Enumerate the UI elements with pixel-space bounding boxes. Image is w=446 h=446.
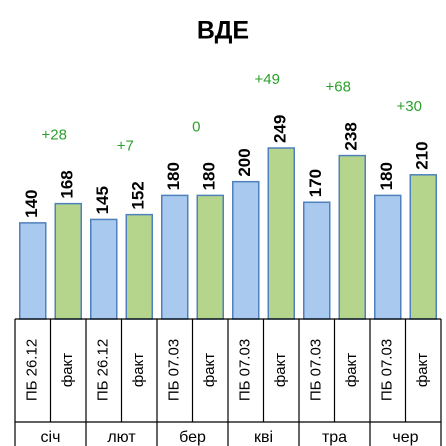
sub-category-label: ПБ 26.12	[95, 339, 112, 401]
difference-label: +68	[326, 79, 351, 96]
difference-label: +28	[42, 127, 67, 144]
sub-category-label: ПБ 26.12	[24, 339, 41, 401]
bar	[232, 180, 260, 320]
value-label: 170	[306, 169, 325, 197]
value-label: 180	[377, 162, 396, 190]
value-label: 145	[93, 186, 112, 214]
sub-category-label: факт	[272, 353, 289, 387]
value-label: 180	[164, 162, 183, 190]
sub-category-label: ПБ 07.03	[237, 339, 254, 401]
x-tick-label: кві	[254, 429, 273, 446]
bar	[19, 222, 47, 320]
x-tick-label: січ	[41, 429, 61, 446]
bar	[90, 218, 118, 320]
value-label: 152	[129, 181, 148, 209]
value-label: 210	[413, 141, 432, 169]
bar	[161, 194, 189, 320]
bar	[338, 154, 366, 320]
bar	[267, 147, 295, 320]
sub-category-label: ПБ 07.03	[308, 339, 325, 401]
sub-category-label: ПБ 07.03	[166, 339, 183, 401]
bar	[409, 174, 437, 320]
x-tick-label: тра	[322, 429, 347, 446]
sub-category-label: факт	[414, 353, 431, 387]
value-label: 249	[271, 115, 290, 143]
value-label: 168	[58, 170, 77, 198]
difference-label: +49	[255, 71, 280, 88]
bar	[125, 213, 153, 320]
value-label: 200	[235, 148, 254, 176]
x-tick-label: чер	[392, 429, 418, 446]
difference-label: +7	[117, 138, 134, 155]
value-label: 238	[342, 122, 361, 150]
difference-label: +30	[397, 98, 422, 115]
bar	[303, 201, 331, 320]
sub-category-label: факт	[130, 353, 147, 387]
difference-label: 0	[192, 118, 200, 135]
x-tick-label: лют	[107, 429, 136, 446]
bar	[374, 194, 402, 320]
x-tick-label: бер	[179, 429, 206, 446]
sub-category-label: факт	[59, 353, 76, 387]
bar	[54, 202, 82, 320]
bar	[196, 194, 224, 320]
value-label: 140	[22, 189, 41, 217]
chart-title: ВДЕ	[197, 17, 249, 45]
sub-category-label: факт	[343, 353, 360, 387]
value-label: 180	[200, 162, 219, 190]
sub-category-label: факт	[201, 353, 218, 387]
sub-category-label: ПБ 07.03	[379, 339, 396, 401]
